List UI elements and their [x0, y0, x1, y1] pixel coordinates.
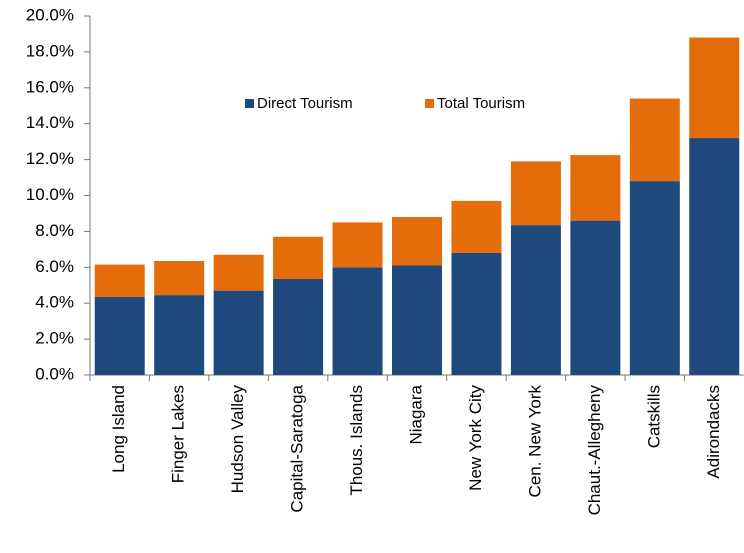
bar-segment	[451, 200, 502, 253]
bar-segment	[689, 138, 740, 375]
bar-segment	[510, 225, 561, 375]
bar-segment	[154, 261, 205, 296]
x-tick-label: Cen. New York	[525, 385, 544, 498]
legend-swatch	[245, 99, 254, 108]
y-tick-label: 10.0%	[26, 185, 74, 204]
x-tick-label: New York City	[466, 385, 485, 491]
y-tick-label: 4.0%	[35, 293, 74, 312]
y-tick-label: 12.0%	[26, 149, 74, 168]
legend-label: Direct Tourism	[257, 95, 353, 112]
y-tick-label: 18.0%	[26, 41, 74, 60]
bar-segment	[689, 37, 740, 139]
legend-swatch	[425, 99, 434, 108]
bar-segment	[332, 222, 383, 268]
y-tick-label: 0.0%	[35, 364, 74, 383]
x-tick-label: Niagara	[406, 384, 425, 444]
bar-segment	[94, 296, 145, 375]
x-tick-label: Chaut.-Allegheny	[585, 385, 604, 516]
bar-segment	[629, 98, 680, 182]
x-tick-label: Thous. Islands	[347, 385, 366, 496]
y-tick-label: 16.0%	[26, 77, 74, 96]
bar-segment	[273, 278, 324, 375]
x-tick-label: Capital-Saratoga	[288, 384, 307, 512]
x-tick-label: Adirondacks	[704, 385, 723, 479]
bar-segment	[629, 181, 680, 375]
x-tick-label: Finger Lakes	[169, 385, 188, 483]
bar-segment	[451, 252, 502, 375]
bar-segment	[154, 295, 205, 375]
bar-segment	[273, 236, 324, 279]
y-tick-label: 14.0%	[26, 113, 74, 132]
legend-label: Total Tourism	[437, 95, 525, 112]
y-tick-label: 6.0%	[35, 257, 74, 276]
y-tick-label: 20.0%	[26, 5, 74, 24]
bar-segment	[570, 220, 621, 375]
x-tick-label: Hudson Valley	[228, 385, 247, 494]
bar-segment	[213, 254, 264, 291]
bar-segment	[213, 290, 264, 375]
x-tick-label: Long Island	[109, 385, 128, 473]
bar-segment	[510, 161, 561, 226]
bar-segment	[332, 267, 383, 375]
bar-segment	[570, 155, 621, 221]
bar-segment	[392, 217, 442, 266]
y-tick-label: 2.0%	[35, 329, 74, 348]
x-tick-label: Catskills	[644, 385, 663, 448]
bar-segment	[94, 264, 145, 297]
bar-segment	[392, 265, 442, 375]
y-tick-label: 8.0%	[35, 221, 74, 240]
